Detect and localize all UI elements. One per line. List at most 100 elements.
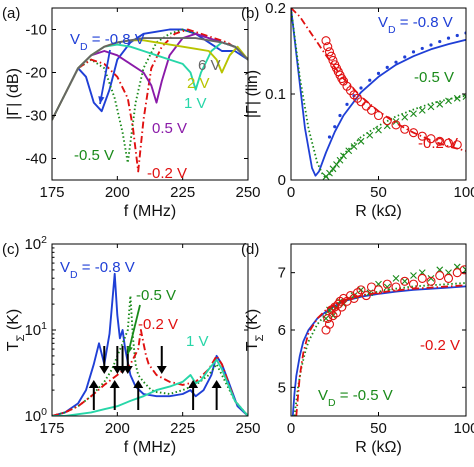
series-0p5V-point bbox=[462, 266, 466, 274]
series-0p2V-point bbox=[443, 273, 454, 283]
series-0p8V-point bbox=[394, 60, 398, 64]
annotation-label: -0.5 V bbox=[414, 69, 454, 86]
y-tick-label: -30 bbox=[25, 108, 47, 125]
annotation-label: 6 V bbox=[198, 57, 221, 74]
x-tick-label: 175 bbox=[39, 184, 64, 201]
annotation-label: 1 V bbox=[184, 95, 207, 112]
series-0p8V-point bbox=[368, 78, 372, 82]
series-0p2V-point bbox=[408, 128, 419, 138]
y-axis-label: TΣ (K) bbox=[244, 309, 266, 351]
annotation-label: -0.2 V bbox=[147, 165, 187, 182]
series-0p8V-point bbox=[403, 55, 407, 59]
series-0p2V-point bbox=[337, 73, 347, 84]
series-0p2V-point bbox=[408, 279, 419, 289]
x-tick-label: 225 bbox=[170, 184, 195, 201]
series-0p2V-line bbox=[52, 28, 248, 173]
series-0p5V-point bbox=[418, 106, 426, 114]
annotation-label: VD = -0.8 V bbox=[378, 14, 453, 36]
arrow-up-head bbox=[88, 380, 99, 388]
series-0p2V-point bbox=[337, 302, 347, 312]
series-0p8V-point bbox=[333, 125, 337, 129]
series-0p2V-point bbox=[361, 291, 371, 301]
series-0p2V-point bbox=[443, 138, 454, 148]
plot-frame bbox=[51, 7, 249, 181]
chart-panel-b: 0 50 100 0 0.1 0.2 R (kΩ) |Γ| (lin) (b) VD = -0.8… bbox=[241, 0, 474, 220]
plot-area bbox=[52, 28, 248, 173]
series-0p2V-point bbox=[382, 279, 392, 289]
annotation-label: VD = -0.5 V bbox=[318, 387, 393, 409]
series-0p8V-point bbox=[455, 33, 459, 38]
series-0p8V-point bbox=[411, 50, 416, 54]
plot-area bbox=[291, 8, 466, 180]
series-0p2V-point bbox=[417, 273, 427, 283]
series-0p5V-point bbox=[357, 137, 365, 145]
x-tick-label: 100 bbox=[453, 184, 474, 201]
series-0p5V-point bbox=[345, 147, 353, 155]
x-tick-label: 100 bbox=[453, 420, 474, 437]
y-tick-label: -40 bbox=[25, 151, 47, 168]
series-0p2V-point bbox=[373, 110, 384, 121]
series-0p2V-point bbox=[331, 308, 342, 318]
x-tick-label: 200 bbox=[105, 184, 130, 201]
y-tick-label: 6 bbox=[278, 322, 286, 339]
series-0p5V-point bbox=[401, 277, 409, 285]
chart-panel-c: 175 200 225 250 100 101 102 f (MHz) TΣ (K) (c) VD … bbox=[2, 234, 261, 456]
annotation-label: -0.5 V bbox=[74, 147, 114, 164]
panel-label: (b) bbox=[241, 5, 259, 22]
arrow-up-head bbox=[109, 380, 120, 388]
series-0p2V-line bbox=[52, 329, 248, 416]
series-0p5V-point bbox=[329, 165, 337, 173]
series-0p5V-point bbox=[383, 283, 391, 291]
arrow-down-head bbox=[156, 366, 167, 374]
series-0p5V-point bbox=[375, 126, 382, 134]
series-0p8V-point bbox=[338, 113, 342, 118]
series-0p8V-point bbox=[359, 86, 363, 90]
x-tick-label: 50 bbox=[370, 184, 387, 201]
series-1V-line bbox=[52, 358, 248, 416]
x-tick-label: 50 bbox=[370, 420, 387, 437]
series-0p2V-point bbox=[435, 270, 445, 281]
y-tick-label: 5 bbox=[278, 379, 286, 396]
series-0p2V-point bbox=[373, 285, 384, 295]
series-0p5V-point bbox=[392, 118, 400, 125]
arrow-down-head bbox=[122, 366, 133, 374]
series-0p2V-point bbox=[356, 285, 366, 295]
series-0p8V-point bbox=[429, 43, 433, 47]
series-0p2V-point bbox=[400, 124, 410, 134]
annotation-label: 1 V bbox=[186, 333, 209, 350]
y-axis-label: TΣ (K) bbox=[5, 309, 27, 351]
x-tick-label: 250 bbox=[235, 184, 260, 201]
plot-frame bbox=[290, 7, 467, 181]
annotation-arrow-head bbox=[98, 96, 105, 104]
arrow-up-head bbox=[211, 380, 222, 388]
series-0p8V-point bbox=[420, 46, 424, 51]
series-0p5V-point bbox=[401, 113, 409, 121]
annotation-label: -0.2 V bbox=[420, 337, 460, 354]
series-0p5V-point bbox=[445, 97, 452, 105]
annotation-arrow bbox=[99, 49, 111, 105]
series-0p2V-point bbox=[391, 282, 401, 292]
x-axis-label: R (kΩ) bbox=[355, 203, 402, 220]
series-0p8V-point bbox=[446, 36, 451, 40]
x-axis-label: f (MHz) bbox=[124, 203, 176, 220]
series-0p2V-point bbox=[324, 47, 335, 57]
series-0p5V-point bbox=[427, 275, 435, 282]
y-tick-label: 0.2 bbox=[265, 0, 286, 17]
y-tick-label: 0.1 bbox=[265, 86, 286, 103]
x-tick-label: 225 bbox=[170, 420, 195, 437]
series-0p2V-point bbox=[321, 36, 331, 46]
y-tick-label: 0 bbox=[278, 172, 286, 189]
x-axis-label: f (MHz) bbox=[124, 439, 176, 456]
series-6V-line bbox=[52, 37, 248, 121]
series-0p8V-point bbox=[438, 39, 442, 44]
series-0p8V-point bbox=[385, 65, 389, 69]
x-axis-label: R (kΩ) bbox=[355, 439, 402, 456]
series-0p8V-point bbox=[376, 71, 381, 75]
series-0p8V-line bbox=[52, 28, 248, 121]
y-tick-label: 102 bbox=[24, 234, 47, 253]
series-0p5V-fit-line bbox=[291, 8, 466, 180]
series-0p2V-fit-line bbox=[291, 8, 466, 152]
y-tick-label: -10 bbox=[25, 22, 47, 39]
panel-label: (c) bbox=[2, 241, 20, 258]
annotation-label: 0.5 V bbox=[152, 120, 187, 137]
